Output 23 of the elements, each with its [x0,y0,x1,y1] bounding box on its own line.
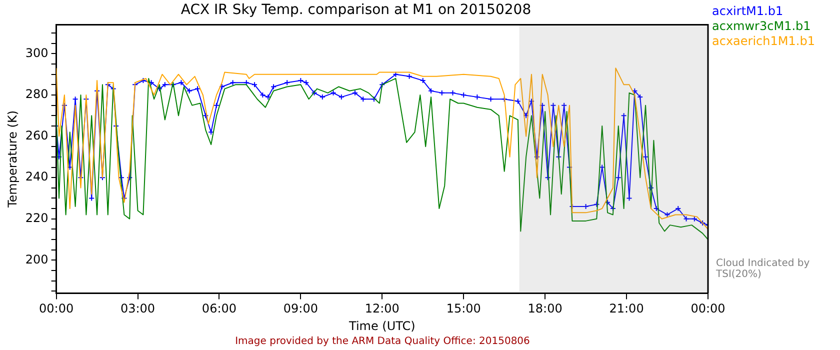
text: acxirtM1.b1 [712,4,784,19]
y-tick-label: 300 [25,46,48,60]
y-tick-label: 280 [25,87,48,102]
text: acxmwr3cM1.b1 [712,19,812,34]
x-tick-label: 03:00 [120,302,156,316]
x-tick-label: 00:00 [39,302,74,316]
y-tick-label: 260 [25,128,48,142]
x-tick-label: 18:00 [528,302,562,316]
chart-title: ACX IR Sky Temp. comparison at M1 on 20150208 [180,2,532,18]
x-tick-label: 06:00 [202,302,237,316]
x-tick-label: 09:00 [283,302,318,316]
x-tick-label: 00:00 [690,302,726,316]
x-tick-label: 15:00 [446,302,481,316]
text: Cloud Indicated by TSI(20%) [716,258,811,280]
text: acxaerich1M1.b1 [712,34,815,49]
y-tick-label: 220 [25,211,48,225]
x-tick-label: 12:00 [364,302,400,316]
x-tick-label: 21:00 [609,302,644,316]
x-axis-title: Time (UTC) [348,318,416,333]
y-axis-title: Temperature (K) [5,110,20,209]
y-tick-label: 200 [25,252,48,266]
y-tick-label: 240 [25,170,48,184]
text: Image provided by the ARM Data Quality Office: 20150806 [234,336,531,347]
